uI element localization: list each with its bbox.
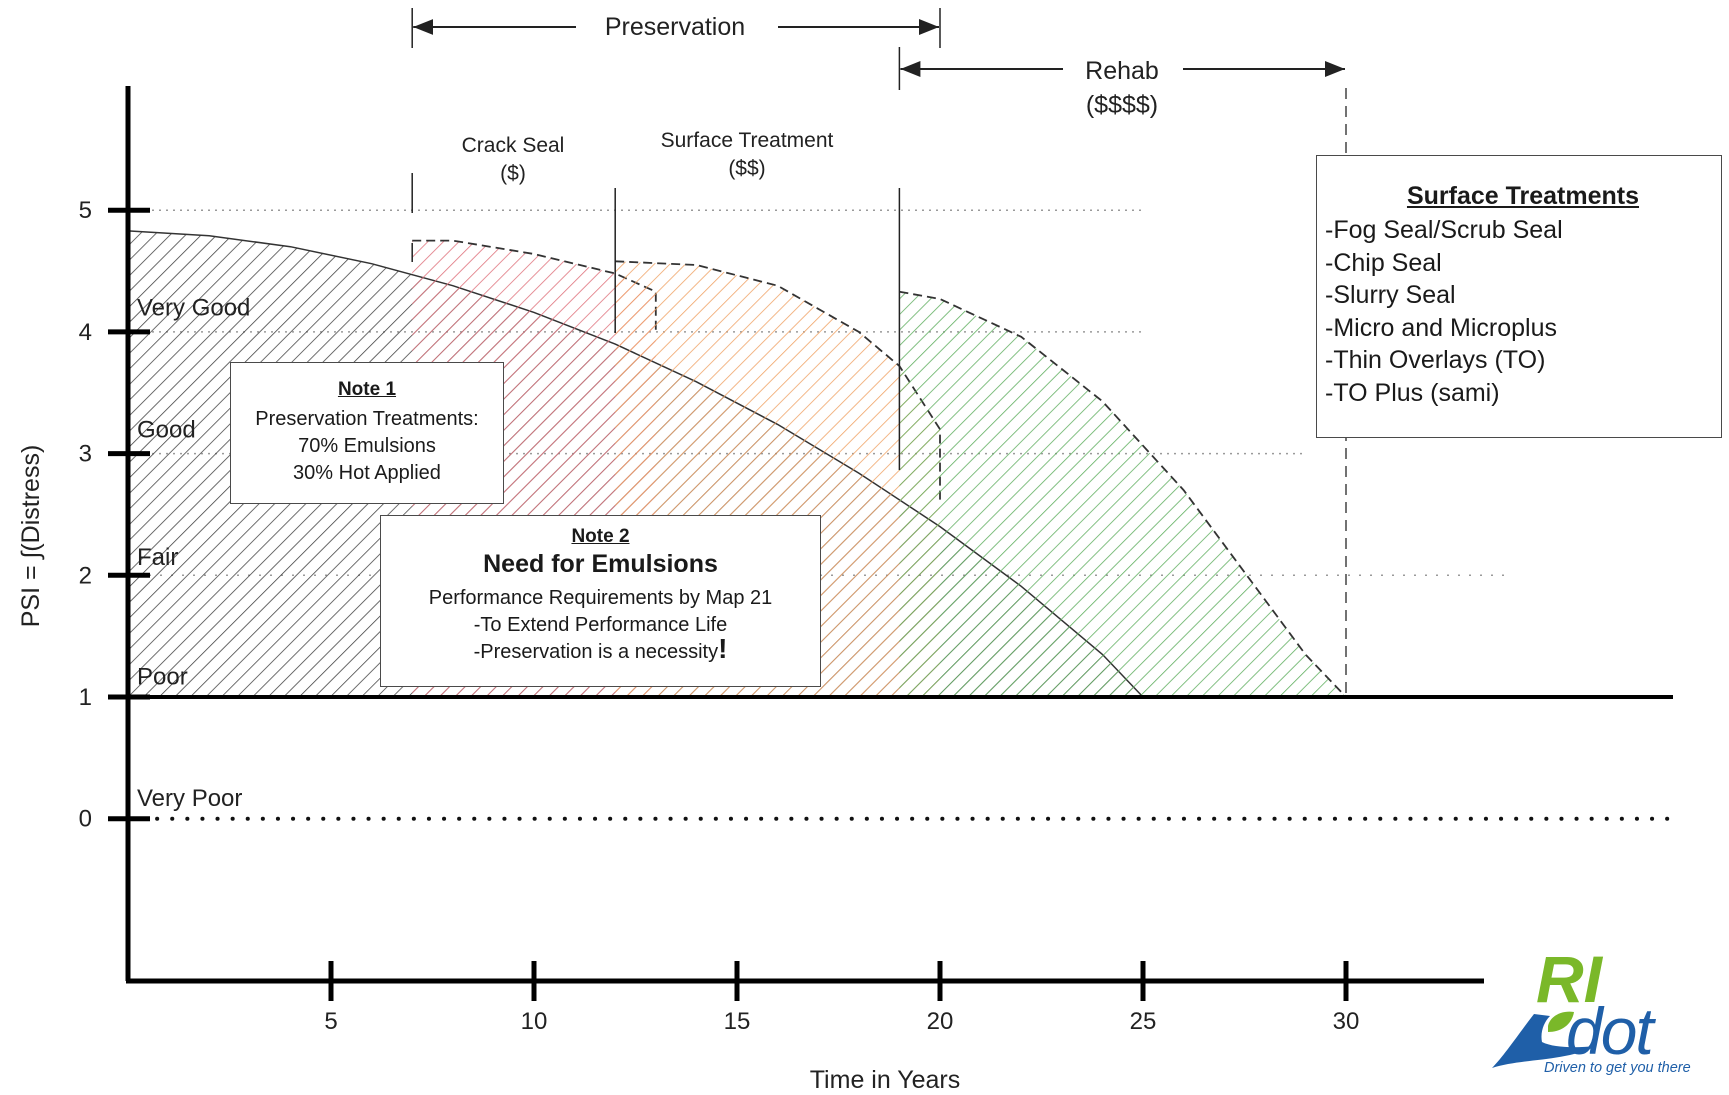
y-tick-label: 0 [79,806,92,833]
logo-ri-text: RI [1536,944,1604,1016]
note-2-emphasis: ! [718,633,728,664]
logo-tagline: Driven to get you there [1544,1060,1691,1076]
logo-dot-text: dot [1566,994,1656,1068]
note-2-line: -To Extend Performance Life [473,614,728,636]
note-2-line: -Preservation is a necessity! [381,635,820,666]
surface-treatment-item: -TO Plus (sami) [1325,378,1500,407]
note-2-box: Note 2 Need for Emulsions Performance Re… [380,515,821,687]
y-tick-label: 5 [79,197,92,224]
rehab-area [899,291,1346,697]
axes [108,86,1673,1001]
surface-treatment-cost: ($$) [728,157,765,180]
note-1-box: Note 1 Preservation Treatments: 70% Emul… [230,362,504,504]
surface-treatment-item: -Micro and Microplus [1325,313,1558,342]
crack-seal-cost: ($) [500,162,526,185]
condition-label: Very Poor [137,785,242,812]
note-2-line: Performance Requirements by Map 21 [428,587,773,609]
logo-swoosh [1492,1014,1596,1068]
surface-treatment-item: -Fog Seal/Scrub Seal [1325,216,1563,244]
surface-treatment-item: -Thin Overlays (TO) [1325,346,1546,374]
x-tick-label: 15 [724,1008,751,1035]
note-1-line: Preservation Treatments: [255,408,479,430]
condition-label: Fair [137,544,178,571]
treatment-markers [411,88,1347,697]
y-tick-label: 2 [79,562,92,589]
note-1-title: Note 1 [337,379,397,400]
x-tick-label: 30 [1333,1008,1360,1035]
condition-label: Poor [137,663,188,690]
gridlines [138,209,1673,821]
y-axis-title: PSI = ∫(Distress) [17,445,45,628]
surface-treatments-title: Surface Treatments [1406,182,1640,210]
surface-treatment-label: Surface Treatment [661,129,834,152]
rehab-label: Rehab [1085,57,1159,85]
condition-label: Very Good [137,295,250,322]
ridot-logo: RI dot Driven to get you there [1492,944,1691,1076]
axis-labels: 0 1 2 3 4 5 5 10 15 20 25 30 Very Good Good Fair Poor Ve… [17,197,1359,1094]
surface-treatments-box: Surface Treatments -Fog Seal/Scrub Seal … [1316,155,1722,438]
note-2-heading: Need for Emulsions [483,550,718,578]
rehab-cost: ($$$$) [1086,91,1158,119]
crack-seal-label: Crack Seal [462,134,565,157]
x-tick-label: 25 [1130,1008,1157,1035]
condition-label: Good [137,416,196,443]
logo-leaf [1548,1011,1574,1032]
x-axis-title: Time in Years [810,1066,961,1094]
note-2-line-text: -Preservation is a necessity [473,641,719,663]
note-1-line: 30% Hot Applied [293,462,441,484]
note-1-line: 70% Emulsions [298,435,436,457]
note-2-title: Note 2 [571,526,630,547]
x-tick-label: 10 [521,1008,548,1035]
y-tick-label: 3 [79,441,92,468]
y-tick-label: 4 [79,319,92,346]
x-tick-label: 20 [927,1008,954,1035]
preservation-label: Preservation [605,13,745,41]
rehab-area-outline [899,290,1347,698]
annotations: Preservation Rehab ($$$$) Crack Seal ($) Surf… [411,8,1345,185]
x-tick-label: 5 [324,1008,337,1035]
y-tick-label: 1 [79,684,92,711]
surface-treatment-item: -Chip Seal [1325,248,1442,277]
surface-treatment-item: -Slurry Seal [1325,281,1456,309]
